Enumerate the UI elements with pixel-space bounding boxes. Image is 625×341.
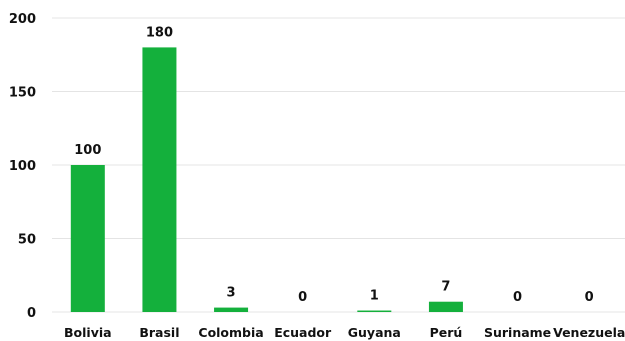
data-label: 0 xyxy=(298,290,307,305)
x-category-label: Ecuador xyxy=(274,325,332,340)
y-tick-label: 200 xyxy=(9,12,36,27)
data-labels: 100 180 3 0 1 7 0 0 xyxy=(74,25,593,305)
bar xyxy=(357,310,392,312)
y-tick-label: 100 xyxy=(9,159,36,174)
x-axis-categories: Bolivia Brasil Colombia Ecuador Guyana Perú Su… xyxy=(64,325,625,340)
y-tick-label: 0 xyxy=(27,306,36,321)
x-category-label: Perú xyxy=(430,325,463,340)
data-label: 180 xyxy=(146,25,173,40)
data-label: 100 xyxy=(74,143,101,158)
y-axis-ticks: 0 50 100 150 200 xyxy=(9,12,36,321)
x-category-label: Colombia xyxy=(198,325,263,340)
data-label: 7 xyxy=(441,280,450,295)
data-label: 0 xyxy=(585,290,594,305)
bar xyxy=(214,307,249,312)
x-category-label: Venezuela xyxy=(553,325,625,340)
bars xyxy=(70,47,463,313)
x-category-label: Suriname xyxy=(484,325,551,340)
x-category-label: Guyana xyxy=(348,325,401,340)
y-tick-label: 150 xyxy=(9,86,36,101)
data-label: 3 xyxy=(227,286,236,301)
data-label: 1 xyxy=(370,289,379,304)
x-category-label: Bolivia xyxy=(64,325,112,340)
gridlines xyxy=(52,17,625,313)
y-tick-label: 50 xyxy=(18,233,36,248)
bar xyxy=(70,165,105,312)
bar xyxy=(142,47,177,313)
x-category-label: Brasil xyxy=(139,325,179,340)
data-label: 0 xyxy=(513,290,522,305)
bar xyxy=(428,301,463,312)
